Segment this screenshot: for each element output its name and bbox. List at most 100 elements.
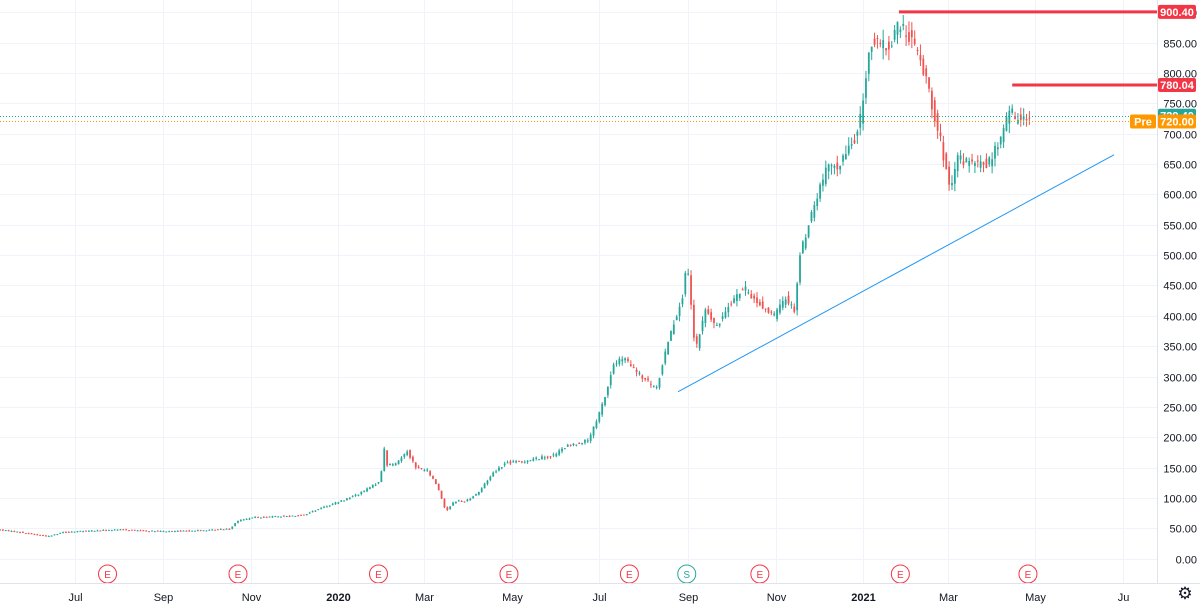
candle-body bbox=[480, 488, 483, 492]
candle-body bbox=[595, 421, 598, 428]
candle-body bbox=[801, 241, 804, 254]
candle-body bbox=[288, 515, 291, 517]
candle-body bbox=[509, 461, 512, 464]
candle-body bbox=[996, 147, 999, 150]
candle-body bbox=[710, 312, 713, 320]
candle-body bbox=[274, 516, 277, 518]
candle-body bbox=[953, 169, 956, 184]
candle-body bbox=[813, 204, 816, 218]
candle-body bbox=[896, 21, 899, 35]
candle-body bbox=[219, 528, 222, 530]
candle-body bbox=[159, 530, 162, 532]
x-tick-label: May bbox=[502, 592, 523, 604]
candle-body bbox=[314, 510, 317, 512]
candle-body bbox=[853, 140, 856, 144]
candle-body bbox=[311, 511, 314, 513]
candle-body bbox=[784, 299, 787, 305]
candle-body bbox=[394, 463, 397, 466]
candle-body bbox=[429, 471, 432, 476]
candle-body bbox=[285, 516, 288, 518]
candle-body bbox=[196, 530, 199, 532]
candle-body bbox=[672, 324, 675, 334]
candle-body bbox=[277, 516, 280, 518]
price-tag bbox=[1158, 77, 1196, 92]
candle-body bbox=[621, 359, 624, 362]
candle-body bbox=[601, 403, 604, 415]
candle-body bbox=[59, 532, 62, 534]
candle-body bbox=[939, 132, 942, 137]
candle-body bbox=[931, 90, 933, 110]
candle-body bbox=[790, 304, 793, 306]
candle-body bbox=[512, 461, 515, 463]
candle-body bbox=[839, 165, 842, 170]
candle-body bbox=[260, 517, 262, 519]
candle-body bbox=[561, 448, 563, 452]
candle-body bbox=[36, 534, 39, 536]
candle-body bbox=[268, 516, 271, 518]
candle-body bbox=[558, 450, 561, 455]
candle-body bbox=[128, 530, 130, 532]
candle-body bbox=[406, 451, 409, 456]
candle-body bbox=[764, 308, 767, 310]
price-tag-label: 900.40 bbox=[1160, 7, 1194, 19]
candle-body bbox=[346, 498, 348, 501]
candle-body bbox=[787, 295, 790, 304]
time-axis[interactable]: Jul Sep Nov 2020 Mar May Jul Sep Nov 2021 Mar May Ju bbox=[68, 592, 1129, 604]
candle-body bbox=[727, 306, 730, 313]
candle-body bbox=[936, 113, 939, 131]
candle-body bbox=[202, 530, 205, 532]
candle-body bbox=[343, 500, 345, 502]
candle-body bbox=[420, 468, 423, 470]
x-tick-label: Mar bbox=[415, 592, 434, 604]
candle-body bbox=[976, 160, 979, 162]
candle-body bbox=[122, 529, 125, 531]
candle-body bbox=[262, 516, 265, 518]
candle-body bbox=[991, 159, 994, 167]
y-tick-label: 600.00 bbox=[1163, 190, 1197, 202]
candle-body bbox=[535, 457, 538, 459]
y-tick-label: 650.00 bbox=[1163, 160, 1197, 172]
candle-body bbox=[572, 443, 575, 446]
candle-body bbox=[125, 529, 128, 531]
premarket-tag bbox=[1130, 114, 1156, 129]
candle-body bbox=[744, 286, 747, 291]
premarket-tag-label: Pre bbox=[1134, 116, 1152, 128]
gear-icon[interactable]: ⚙ bbox=[1177, 584, 1193, 604]
candle-body bbox=[584, 439, 586, 443]
event-marker-label: S bbox=[683, 570, 690, 581]
candle-body bbox=[661, 365, 664, 375]
candle-body bbox=[635, 369, 638, 373]
candle-body bbox=[575, 444, 578, 446]
candle-body bbox=[194, 530, 196, 532]
candle-body bbox=[736, 294, 738, 301]
candle-body bbox=[859, 113, 862, 128]
candle-body bbox=[632, 367, 635, 369]
candle-body bbox=[242, 519, 245, 521]
candle-body bbox=[108, 529, 110, 531]
candle-body bbox=[239, 519, 242, 522]
candle-body bbox=[22, 531, 24, 533]
candle-body bbox=[162, 531, 165, 533]
y-tick-label: 350.00 bbox=[1163, 342, 1197, 354]
candle-body bbox=[133, 529, 136, 531]
candle-body bbox=[695, 336, 698, 344]
candle-body bbox=[523, 461, 526, 463]
candle-body bbox=[251, 517, 254, 519]
candle-body bbox=[543, 457, 546, 459]
candle-body bbox=[738, 293, 741, 299]
y-tick-label: 450.00 bbox=[1163, 281, 1197, 293]
candle-body bbox=[443, 498, 446, 508]
candle-body bbox=[53, 534, 56, 536]
x-tick-label: 2020 bbox=[326, 592, 350, 604]
candle-body bbox=[687, 273, 690, 275]
candle-body bbox=[179, 530, 182, 532]
candle-body bbox=[366, 488, 368, 492]
candle-body bbox=[308, 512, 311, 514]
candle-body bbox=[916, 49, 919, 51]
candle-body bbox=[842, 155, 844, 162]
candle-body bbox=[498, 467, 500, 471]
candle-body bbox=[747, 292, 750, 294]
candle-body bbox=[922, 58, 925, 75]
